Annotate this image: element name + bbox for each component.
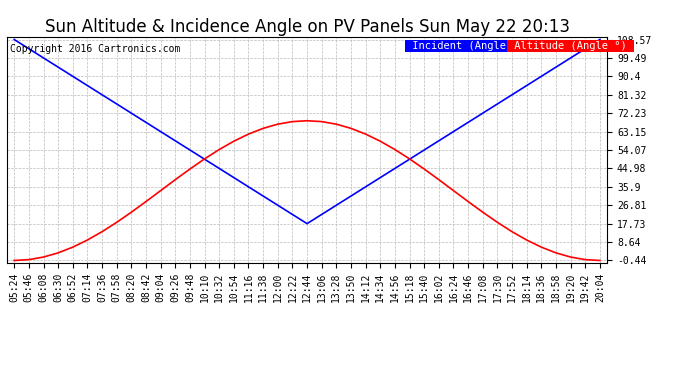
Text: Copyright 2016 Cartronics.com: Copyright 2016 Cartronics.com <box>10 44 180 54</box>
Text: Incident (Angle °): Incident (Angle °) <box>406 41 531 51</box>
Title: Sun Altitude & Incidence Angle on PV Panels Sun May 22 20:13: Sun Altitude & Incidence Angle on PV Pan… <box>45 18 569 36</box>
Text: Altitude (Angle °): Altitude (Angle °) <box>508 41 633 51</box>
